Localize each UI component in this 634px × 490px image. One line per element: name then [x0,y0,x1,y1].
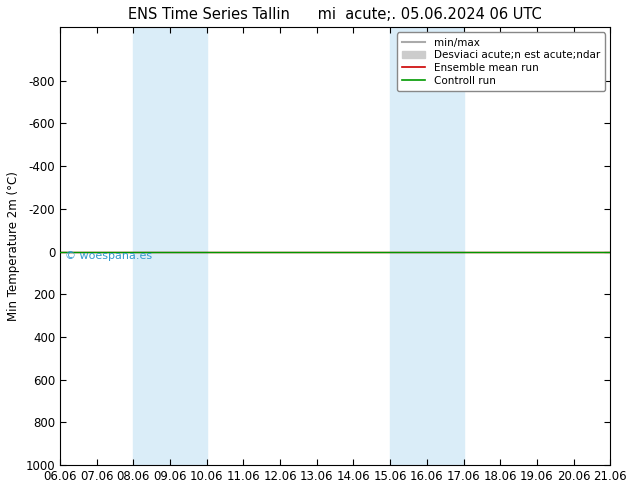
Bar [390,27,463,465]
Bar [133,27,207,465]
Text: © woespana.es: © woespana.es [65,251,153,262]
Y-axis label: Min Temperature 2m (°C): Min Temperature 2m (°C) [7,172,20,321]
Title: ENS Time Series Tallin      mi  acute;. 05.06.2024 06 UTC: ENS Time Series Tallin mi acute;. 05.06.… [128,7,542,22]
Legend: min/max, Desviaci acute;n est acute;ndar, Ensemble mean run, Controll run: min/max, Desviaci acute;n est acute;ndar… [397,32,605,91]
